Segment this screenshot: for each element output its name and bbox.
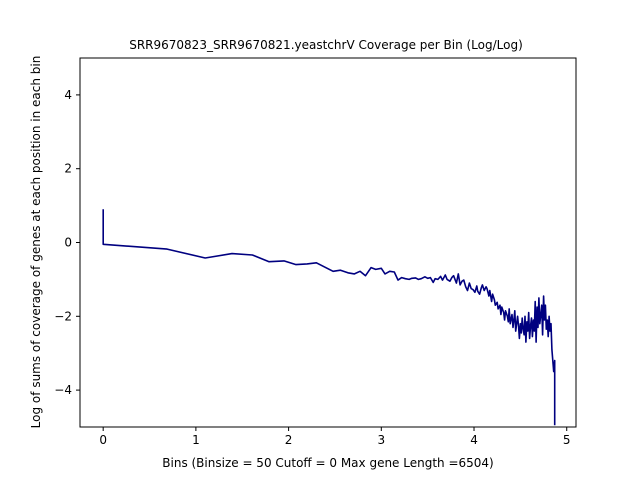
y-tick-label: 4: [64, 88, 72, 102]
x-tick-label: 1: [192, 433, 200, 447]
x-tick-label: 4: [470, 433, 478, 447]
y-tick-label: 2: [64, 162, 72, 176]
x-axis-label: Bins (Binsize = 50 Cutoff = 0 Max gene L…: [162, 456, 493, 470]
chart-title: SRR9670823_SRR9670821.yeastchrV Coverage…: [129, 38, 523, 52]
x-tick-label: 3: [377, 433, 385, 447]
x-axis: 0 1 2 3 4 5: [99, 427, 571, 447]
y-axis-label: Log of sums of coverage of genes at each…: [29, 56, 43, 429]
y-tick-label: 0: [64, 236, 72, 250]
y-tick-label: −4: [54, 383, 72, 397]
plot-area: [79, 57, 577, 428]
y-tick-label: −2: [54, 309, 72, 323]
y-axis: −4 −2 0 2 4: [54, 88, 80, 397]
coverage-series-line: [102, 209, 556, 426]
x-tick-label: 5: [563, 433, 571, 447]
x-tick-label: 0: [99, 433, 107, 447]
x-tick-label: 2: [285, 433, 293, 447]
